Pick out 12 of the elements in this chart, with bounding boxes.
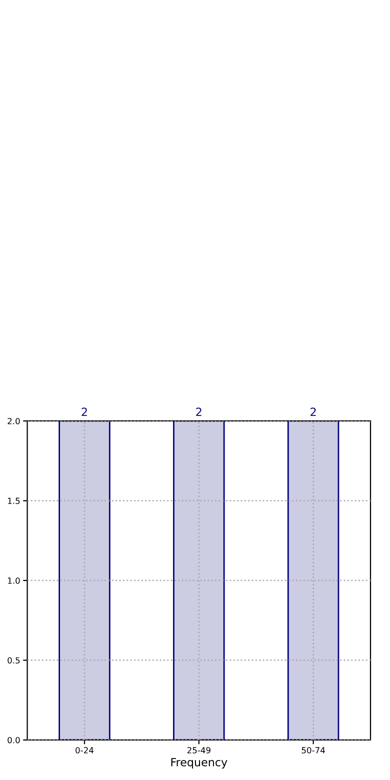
y-tick-label: 0.0 [8, 736, 20, 744]
data-label: 2 [310, 408, 316, 416]
data-label: 2 [196, 408, 202, 416]
y-tick-label: 2.0 [8, 418, 20, 424]
data-label: 2 [82, 408, 87, 416]
y-tick-label: 1.5 [8, 498, 20, 504]
y-tick-label: 1.0 [8, 577, 20, 584]
x-tick-label: 50-74 [302, 747, 325, 754]
x-tick-label: 25-49 [187, 747, 210, 754]
y-tick-label: 0.5 [8, 657, 20, 664]
x-axis-title: Frequency [171, 758, 228, 769]
x-tick-label: 0-24 [76, 747, 94, 754]
